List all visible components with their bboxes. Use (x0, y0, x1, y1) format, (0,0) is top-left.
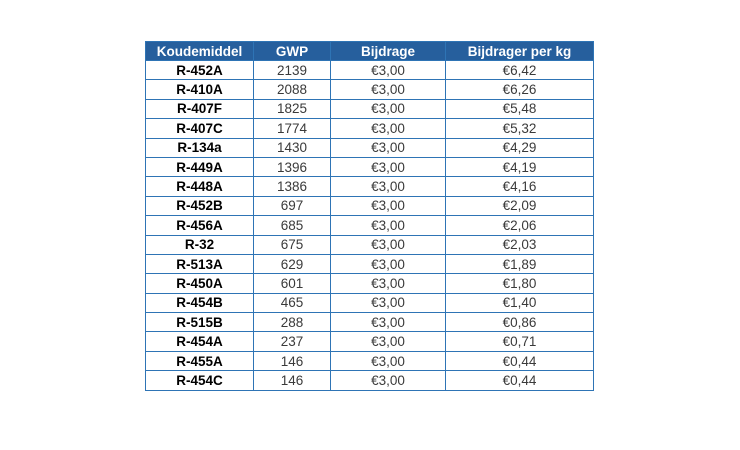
table-row: R-449A 1396 €3,00 €4,19 (145, 156, 594, 178)
table-cell: €1,89 (445, 253, 594, 275)
header-cell-koudemiddel: Koudemiddel (145, 41, 254, 61)
table-cell: €2,06 (445, 215, 594, 236)
table-cell: €3,00 (330, 292, 446, 314)
table-cell: 601 (253, 273, 331, 294)
table-cell: €3,00 (330, 331, 446, 352)
table-cell: 1396 (253, 156, 331, 178)
refrigerant-name-cell: R-448A (145, 176, 254, 197)
table-row: R-410A 2088 €3,00 €6,26 (145, 79, 594, 100)
table-row: R-407C 1774 €3,00 €5,32 (145, 118, 594, 139)
table-cell: 288 (253, 312, 331, 333)
header-cell-gwp: GWP (253, 41, 331, 61)
refrigerant-contribution-table: Koudemiddel GWP Bijdrage Bijdrager per kg R… (145, 41, 594, 391)
table-cell: 465 (253, 292, 331, 314)
table-cell: €6,42 (445, 59, 594, 81)
table-row: R-452A 2139 €3,00 €6,42 (145, 59, 594, 81)
table-row: R-452B 697 €3,00 €2,09 (145, 195, 594, 217)
table-cell: €1,40 (445, 292, 594, 314)
refrigerant-table-container: Koudemiddel GWP Bijdrage Bijdrager per kg R… (145, 41, 594, 391)
table-cell: €3,00 (330, 137, 446, 158)
table-row: R-515B 288 €3,00 €0,86 (145, 312, 594, 333)
table-row: R-454A 237 €3,00 €0,71 (145, 331, 594, 352)
refrigerant-name-cell: R-410A (145, 79, 254, 100)
table-cell: €3,00 (330, 176, 446, 197)
header-cell-bijdrager-per-kg: Bijdrager per kg (445, 41, 594, 61)
refrigerant-name-cell: R-449A (145, 156, 254, 178)
table-cell: 1430 (253, 137, 331, 158)
refrigerant-name-cell: R-134a (145, 137, 254, 158)
table-row: R-454B 465 €3,00 €1,40 (145, 292, 594, 314)
table-cell: 629 (253, 253, 331, 275)
table-cell: €0,44 (445, 350, 594, 372)
table-cell: €3,00 (330, 253, 446, 275)
table-cell: €5,48 (445, 98, 594, 120)
table-cell: 146 (253, 350, 331, 372)
refrigerant-name-cell: R-513A (145, 253, 254, 275)
refrigerant-name-cell: R-407F (145, 98, 254, 120)
table-cell: 1386 (253, 176, 331, 197)
table-cell: 675 (253, 234, 331, 255)
refrigerant-name-cell: R-450A (145, 273, 254, 294)
table-cell: €2,03 (445, 234, 594, 255)
refrigerant-name-cell: R-454B (145, 292, 254, 314)
refrigerant-name-cell: R-456A (145, 215, 254, 236)
table-cell: €0,86 (445, 312, 594, 333)
table-row: R-513A 629 €3,00 €1,89 (145, 253, 594, 275)
table-cell: €6,26 (445, 79, 594, 100)
table-cell: 2139 (253, 59, 331, 81)
table-cell: €3,00 (330, 234, 446, 255)
table-row: R-407F 1825 €3,00 €5,48 (145, 98, 594, 120)
table-cell: €0,44 (445, 370, 594, 391)
refrigerant-name-cell: R-515B (145, 312, 254, 333)
table-cell: €3,00 (330, 215, 446, 236)
refrigerant-name-cell: R-454C (145, 370, 254, 391)
table-cell: €3,00 (330, 312, 446, 333)
refrigerant-name-cell: R-455A (145, 350, 254, 372)
table-cell: €3,00 (330, 195, 446, 217)
table-cell: €3,00 (330, 370, 446, 391)
table-row: R-134a 1430 €3,00 €4,29 (145, 137, 594, 158)
table-cell: €4,16 (445, 176, 594, 197)
table-cell: €2,09 (445, 195, 594, 217)
table-cell: 2088 (253, 79, 331, 100)
table-cell: 237 (253, 331, 331, 352)
refrigerant-name-cell: R-454A (145, 331, 254, 352)
table-cell: €4,29 (445, 137, 594, 158)
refrigerant-name-cell: R-452B (145, 195, 254, 217)
table-body: R-452A 2139 €3,00 €6,42 R-410A 2088 €3,00 €6,26… (145, 59, 594, 391)
table-cell: €3,00 (330, 98, 446, 120)
table-cell: 146 (253, 370, 331, 391)
table-cell: 1825 (253, 98, 331, 120)
table-cell: €5,32 (445, 118, 594, 139)
table-row: R-454C 146 €3,00 €0,44 (145, 370, 594, 391)
table-row: R-456A 685 €3,00 €2,06 (145, 215, 594, 236)
table-row: R-450A 601 €3,00 €1,80 (145, 273, 594, 294)
table-cell: €1,80 (445, 273, 594, 294)
header-cell-bijdrage: Bijdrage (330, 41, 446, 61)
table-cell: 697 (253, 195, 331, 217)
table-cell: 685 (253, 215, 331, 236)
table-cell: €0,71 (445, 331, 594, 352)
header-row: Koudemiddel GWP Bijdrage Bijdrager per kg (145, 41, 594, 61)
table-row: R-448A 1386 €3,00 €4,16 (145, 176, 594, 197)
refrigerant-name-cell: R-452A (145, 59, 254, 81)
table-cell: 1774 (253, 118, 331, 139)
table-header: Koudemiddel GWP Bijdrage Bijdrager per kg (145, 41, 594, 61)
refrigerant-name-cell: R-407C (145, 118, 254, 139)
table-cell: €3,00 (330, 118, 446, 139)
table-cell: €3,00 (330, 156, 446, 178)
table-cell: €4,19 (445, 156, 594, 178)
table-cell: €3,00 (330, 273, 446, 294)
table-cell: €3,00 (330, 59, 446, 81)
table-row: R-455A 146 €3,00 €0,44 (145, 350, 594, 372)
table-cell: €3,00 (330, 350, 446, 372)
table-cell: €3,00 (330, 79, 446, 100)
refrigerant-name-cell: R-32 (145, 234, 254, 255)
table-row: R-32 675 €3,00 €2,03 (145, 234, 594, 255)
